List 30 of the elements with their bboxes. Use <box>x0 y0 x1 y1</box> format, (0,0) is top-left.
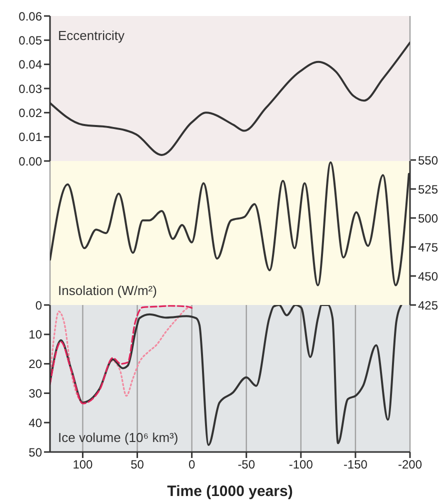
x-axis-title: Time (1000 years) <box>167 483 293 500</box>
y-tick-label: 0.05 <box>18 33 42 48</box>
x-tick-label: 100 <box>72 458 94 472</box>
y-tick-label: 425 <box>418 298 438 312</box>
annotation: Ice volume (10⁶ km³) <box>58 430 178 445</box>
y-tick-label: 0.03 <box>18 82 42 96</box>
annotation: Eccentricity <box>58 28 124 43</box>
x-tick-label: -150 <box>343 458 368 472</box>
y-tick-label: 20 <box>28 357 42 372</box>
y-tick-label: 50 <box>28 445 42 460</box>
y-tick-label: 0.04 <box>18 58 42 72</box>
x-tick-label: -100 <box>288 458 314 472</box>
y-tick-label: 40 <box>28 416 42 430</box>
y-tick-label: 0.01 <box>18 130 42 144</box>
y-tick-label: 10 <box>28 328 42 342</box>
y-tick-label: 0 <box>35 298 42 312</box>
annotation: Insolation (W/m²) <box>58 283 157 298</box>
x-tick-label: 0 <box>188 458 196 472</box>
y-tick-label: 0.00 <box>18 154 42 168</box>
y-tick-label: 30 <box>28 386 42 400</box>
y-tick-label: 525 <box>418 182 438 196</box>
x-tick-label: -50 <box>238 458 256 472</box>
x-tick-label: 50 <box>130 458 144 472</box>
y-tick-label: 550 <box>418 153 438 168</box>
x-tick-label: -200 <box>398 458 422 472</box>
y-tick-label: 475 <box>418 240 438 254</box>
y-tick-label: 0.06 <box>18 9 42 24</box>
y-tick-label: 500 <box>418 211 438 226</box>
y-tick-label: 0.02 <box>18 106 42 120</box>
y-tick-label: 450 <box>418 269 438 284</box>
